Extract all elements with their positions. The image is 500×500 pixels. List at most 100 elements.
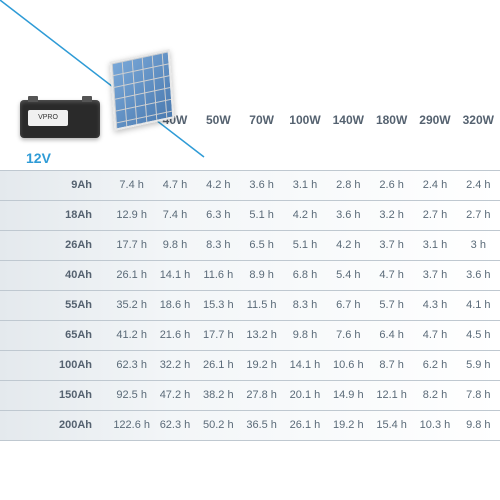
time-cell: 2.4 h	[413, 170, 456, 200]
time-cell: 2.7 h	[413, 200, 456, 230]
wattage-header: 70W	[240, 70, 283, 170]
time-cell: 26.1 h	[283, 410, 326, 440]
time-cell: 2.6 h	[370, 170, 413, 200]
table-row: 200Ah122.6 h62.3 h50.2 h36.5 h26.1 h19.2…	[0, 410, 500, 440]
table-row: 55Ah35.2 h18.6 h15.3 h11.5 h8.3 h6.7 h5.…	[0, 290, 500, 320]
time-cell: 7.4 h	[153, 200, 196, 230]
charge-time-table: 20W40W50W70W100W140W180W290W320W 9Ah7.4 …	[0, 70, 500, 441]
time-cell: 8.9 h	[240, 260, 283, 290]
time-cell: 47.2 h	[153, 380, 196, 410]
time-cell: 6.4 h	[370, 320, 413, 350]
time-cell: 5.9 h	[457, 350, 500, 380]
time-cell: 17.7 h	[197, 320, 240, 350]
time-cell: 4.2 h	[327, 230, 370, 260]
time-cell: 50.2 h	[197, 410, 240, 440]
capacity-label: 200Ah	[0, 410, 110, 440]
wattage-header: 40W	[153, 70, 196, 170]
time-cell: 3 h	[457, 230, 500, 260]
time-cell: 18.6 h	[153, 290, 196, 320]
time-cell: 19.2 h	[240, 350, 283, 380]
time-cell: 8.2 h	[413, 380, 456, 410]
wattage-header: 20W	[110, 70, 153, 170]
time-cell: 26.1 h	[197, 350, 240, 380]
time-cell: 7.8 h	[457, 380, 500, 410]
table-row: 100Ah62.3 h32.2 h26.1 h19.2 h14.1 h10.6 …	[0, 350, 500, 380]
time-cell: 4.7 h	[370, 260, 413, 290]
time-cell: 3.6 h	[327, 200, 370, 230]
time-cell: 10.6 h	[327, 350, 370, 380]
time-cell: 15.4 h	[370, 410, 413, 440]
time-cell: 2.4 h	[457, 170, 500, 200]
time-cell: 3.1 h	[283, 170, 326, 200]
time-cell: 9.8 h	[283, 320, 326, 350]
time-cell: 8.3 h	[197, 230, 240, 260]
wattage-header: 50W	[197, 70, 240, 170]
table-row: 18Ah12.9 h7.4 h6.3 h5.1 h4.2 h3.6 h3.2 h…	[0, 200, 500, 230]
time-cell: 2.8 h	[327, 170, 370, 200]
time-cell: 7.6 h	[327, 320, 370, 350]
time-cell: 20.1 h	[283, 380, 326, 410]
time-cell: 3.1 h	[413, 230, 456, 260]
time-cell: 3.7 h	[370, 230, 413, 260]
time-cell: 14.1 h	[283, 350, 326, 380]
table-row: 65Ah41.2 h21.6 h17.7 h13.2 h9.8 h7.6 h6.…	[0, 320, 500, 350]
time-cell: 12.9 h	[110, 200, 153, 230]
time-cell: 4.5 h	[457, 320, 500, 350]
time-cell: 27.8 h	[240, 380, 283, 410]
time-cell: 26.1 h	[110, 260, 153, 290]
capacity-label: 9Ah	[0, 170, 110, 200]
time-cell: 17.7 h	[110, 230, 153, 260]
time-cell: 4.2 h	[197, 170, 240, 200]
table-row: 150Ah92.5 h47.2 h38.2 h27.8 h20.1 h14.9 …	[0, 380, 500, 410]
time-cell: 2.7 h	[457, 200, 500, 230]
wattage-header: 180W	[370, 70, 413, 170]
time-cell: 4.7 h	[153, 170, 196, 200]
capacity-label: 55Ah	[0, 290, 110, 320]
capacity-label: 150Ah	[0, 380, 110, 410]
capacity-label: 65Ah	[0, 320, 110, 350]
time-cell: 7.4 h	[110, 170, 153, 200]
time-cell: 11.5 h	[240, 290, 283, 320]
time-cell: 32.2 h	[153, 350, 196, 380]
corner-cell	[0, 70, 110, 170]
capacity-label: 18Ah	[0, 200, 110, 230]
table-row: 26Ah17.7 h9.8 h8.3 h6.5 h5.1 h4.2 h3.7 h…	[0, 230, 500, 260]
capacity-label: 26Ah	[0, 230, 110, 260]
time-cell: 3.6 h	[240, 170, 283, 200]
table-row: 9Ah7.4 h4.7 h4.2 h3.6 h3.1 h2.8 h2.6 h2.…	[0, 170, 500, 200]
time-cell: 62.3 h	[110, 350, 153, 380]
time-cell: 5.7 h	[370, 290, 413, 320]
time-cell: 4.3 h	[413, 290, 456, 320]
wattage-header: 320W	[457, 70, 500, 170]
time-cell: 5.4 h	[327, 260, 370, 290]
time-cell: 8.3 h	[283, 290, 326, 320]
time-cell: 6.7 h	[327, 290, 370, 320]
time-cell: 10.3 h	[413, 410, 456, 440]
wattage-header: 140W	[327, 70, 370, 170]
time-cell: 4.1 h	[457, 290, 500, 320]
time-cell: 6.2 h	[413, 350, 456, 380]
time-cell: 5.1 h	[240, 200, 283, 230]
capacity-label: 100Ah	[0, 350, 110, 380]
time-cell: 4.7 h	[413, 320, 456, 350]
time-cell: 13.2 h	[240, 320, 283, 350]
time-cell: 14.1 h	[153, 260, 196, 290]
time-cell: 15.3 h	[197, 290, 240, 320]
capacity-label: 40Ah	[0, 260, 110, 290]
time-cell: 6.5 h	[240, 230, 283, 260]
time-cell: 122.6 h	[110, 410, 153, 440]
time-cell: 3.7 h	[413, 260, 456, 290]
time-cell: 6.3 h	[197, 200, 240, 230]
time-cell: 6.8 h	[283, 260, 326, 290]
time-cell: 92.5 h	[110, 380, 153, 410]
wattage-header: 100W	[283, 70, 326, 170]
time-cell: 38.2 h	[197, 380, 240, 410]
time-cell: 41.2 h	[110, 320, 153, 350]
time-cell: 12.1 h	[370, 380, 413, 410]
time-cell: 4.2 h	[283, 200, 326, 230]
time-cell: 3.6 h	[457, 260, 500, 290]
table-row: 40Ah26.1 h14.1 h11.6 h8.9 h6.8 h5.4 h4.7…	[0, 260, 500, 290]
time-cell: 9.8 h	[153, 230, 196, 260]
time-cell: 62.3 h	[153, 410, 196, 440]
time-cell: 9.8 h	[457, 410, 500, 440]
